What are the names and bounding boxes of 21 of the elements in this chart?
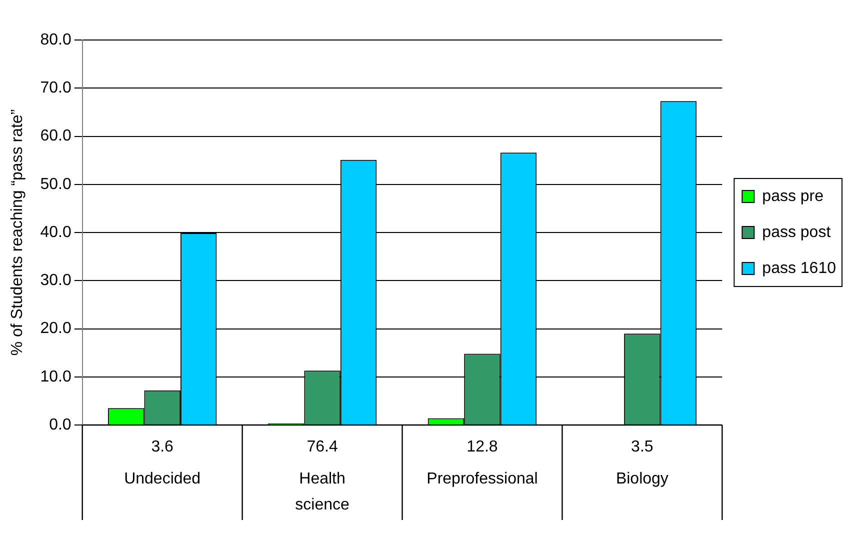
y-tick-label: 80.0 <box>40 31 72 48</box>
x-tick-label: Health science <box>295 470 350 514</box>
text: 3.6 <box>151 438 174 456</box>
text: 12.8 <box>466 438 498 456</box>
y-tick-label: 30.0 <box>40 272 72 290</box>
x-tick-label: Preprofessional <box>426 470 538 488</box>
text: 3.5 <box>631 438 654 456</box>
legend-label: pass pre <box>762 188 824 205</box>
legend-label: pass post <box>762 224 832 241</box>
y-tick-label: 60.0 <box>40 128 72 145</box>
y-tick-label: 20.0 <box>40 320 72 338</box>
text: 76.4 <box>306 438 338 456</box>
y-tick-label: 70.0 <box>40 80 72 97</box>
y-tick-label: 10.0 <box>40 368 72 386</box>
y-tick-label: 40.0 <box>40 224 72 241</box>
legend-label: pass 1610 <box>762 260 836 277</box>
x-tick-label: Undecided <box>124 470 201 488</box>
y-tick-label: 50.0 <box>40 176 72 193</box>
y-tick-label: 0.0 <box>49 416 72 434</box>
x-tick-label: Biology <box>616 470 668 488</box>
y-axis-title: % of Students reaching “pass rate” <box>9 109 26 356</box>
